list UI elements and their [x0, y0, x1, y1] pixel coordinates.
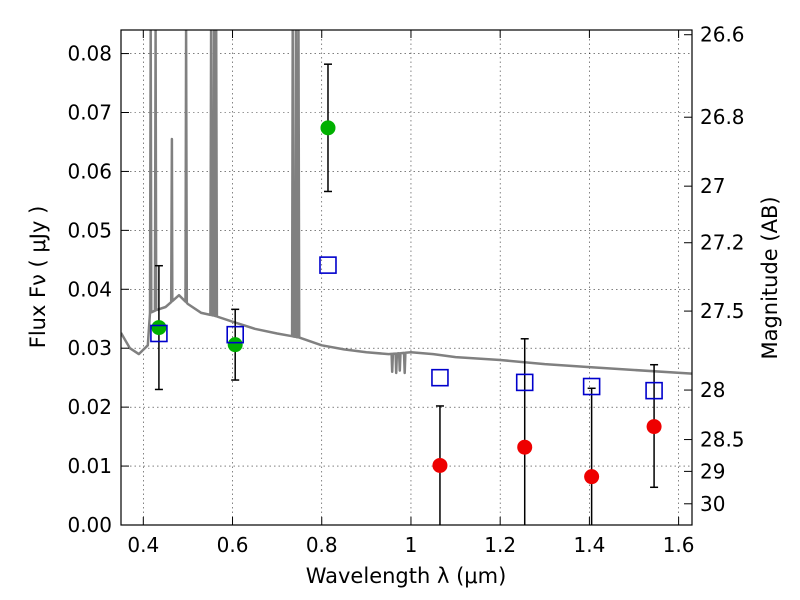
y-tick-label: 0.05	[67, 218, 112, 242]
spectrum-line	[121, 30, 692, 375]
spectrum-group	[121, 30, 692, 375]
red-data-point	[646, 419, 662, 435]
model-square-point	[582, 377, 601, 396]
x-tick-label: 0.4	[127, 533, 159, 557]
y-right-tick-label: 27.2	[700, 231, 745, 255]
y-tick-label: 0.04	[67, 277, 112, 301]
y-tick-label: 0.01	[67, 454, 112, 478]
model-square-point	[226, 325, 244, 344]
x-tick-label: 1	[405, 533, 418, 557]
model-square-point	[431, 368, 449, 387]
y-tick-label: 0.02	[67, 395, 112, 419]
y-right-tick-label: 26.8	[700, 105, 745, 129]
y-right-tick-label: 28.5	[700, 428, 745, 452]
y-axis-right-label: Magnitude (AB)	[758, 196, 782, 359]
plot-frame	[120, 29, 693, 526]
model-square-point	[645, 381, 663, 400]
y-tick-label: 0.08	[67, 42, 112, 66]
red-data-point	[584, 469, 600, 485]
tick-labels-group: 0.4 0.6 0.8 1 1.2 1.4 1.6 0.00 0.01 0.02 0.03 0.04 0…	[67, 23, 744, 557]
y-tick-label: 0.07	[67, 101, 112, 125]
red-data-point	[517, 439, 533, 455]
y-tick-label: 0.00	[67, 513, 112, 537]
y-axis-label: Flux Fν ( μJy )	[26, 206, 50, 349]
y-right-tick-label: 30	[700, 492, 725, 516]
x-tick-label: 1.6	[663, 533, 695, 557]
x-tick-label: 0.6	[217, 533, 249, 557]
y-tick-label: 0.06	[67, 159, 112, 183]
x-tick-label: 1.4	[573, 533, 605, 557]
x-axis-label: Wavelength λ (μm)	[306, 564, 507, 588]
green-data-point	[151, 320, 167, 336]
axes-group	[120, 29, 693, 526]
y-right-tick-label: 29	[700, 459, 725, 483]
y-right-tick-label: 27.5	[700, 299, 745, 323]
model-square-point	[515, 373, 534, 392]
y-right-tick-label: 28	[700, 378, 725, 402]
model-square-point	[319, 256, 337, 274]
y-tick-label: 0.03	[67, 336, 112, 360]
x-tick-label: 1.2	[484, 533, 516, 557]
markers-group	[150, 120, 663, 485]
model-square-point	[150, 324, 168, 343]
y-right-tick-label: 27	[700, 174, 725, 198]
x-tick-label: 0.8	[306, 533, 338, 557]
red-data-point	[432, 457, 448, 473]
green-data-point	[227, 337, 243, 353]
y-right-tick-label: 26.6	[700, 23, 745, 47]
green-data-point	[320, 120, 336, 136]
